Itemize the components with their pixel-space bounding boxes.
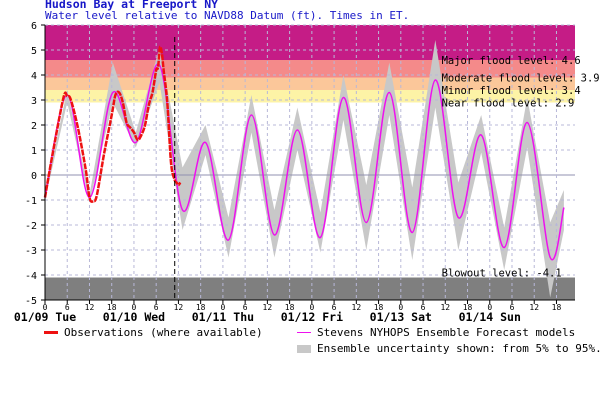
hour-tick-label: 0 [43,303,48,312]
hour-tick-label: 6 [510,303,515,312]
threshold-label: Major flood level: 4.6 [442,55,581,67]
y-tick-label: 3 [31,96,37,107]
y-tick-label: 5 [31,46,37,57]
hour-tick-label: 12 [85,303,95,312]
threshold-label: Minor flood level: 3.4 [442,85,581,97]
hour-tick-label: 12 [263,303,273,312]
hour-tick-label: 18 [107,303,117,312]
y-tick-label: -2 [25,221,37,232]
major-flood-band [45,25,575,60]
day-label: 01/11 Thu [192,310,254,324]
page-title: Hudson Bay at Freeport NY [45,0,219,11]
hour-tick-label: 18 [374,303,384,312]
page-subtitle: Water level relative to NAVD88 Datum (ft… [45,9,410,22]
observations-legend-swatch [44,331,58,334]
uncertainty-legend-swatch [297,345,311,353]
day-label: 01/14 Sun [459,310,521,324]
hour-tick-label: 6 [65,303,70,312]
hour-tick-label: 0 [398,303,403,312]
uncertainty-legend-label: Ensemble uncertainty shown: from 5% to 9… [317,342,600,355]
day-label: 01/13 Sat [370,310,432,324]
hour-tick-label: 12 [529,303,539,312]
hour-tick-label: 12 [440,303,450,312]
threshold-label: Near flood level: 2.9 [442,98,575,110]
day-label: 01/10 Wed [103,310,165,324]
hour-tick-label: 12 [174,303,184,312]
y-tick-label: -5 [25,296,37,307]
hour-tick-label: 18 [552,303,562,312]
hour-tick-label: 0 [487,303,492,312]
day-label: 01/09 Tue [14,310,76,324]
hour-tick-label: 18 [285,303,295,312]
hour-tick-label: 18 [196,303,206,312]
blowout-band [45,277,575,300]
hour-tick-label: 0 [309,303,314,312]
hour-tick-label: 18 [463,303,473,312]
y-tick-label: 1 [31,146,37,157]
threshold-label: Moderate flood level: 3.9 [442,73,600,85]
hour-tick-label: 6 [243,303,248,312]
forecast-legend-swatch [297,332,311,333]
series-lines [43,37,565,300]
observation-series-line [43,45,182,203]
uncertainty-band [45,40,564,298]
y-tick-label: -1 [25,196,37,207]
day-label: 01/12 Fri [281,310,343,324]
uncertainty-envelope [45,40,564,298]
y-tick-label: 2 [31,121,37,132]
observations-legend-label: Observations (where available) [64,326,263,339]
hour-tick-label: 0 [220,303,225,312]
y-tick-label: -3 [25,246,37,257]
hour-tick-label: 6 [332,303,337,312]
hour-tick-label: 6 [421,303,426,312]
hour-tick-label: 0 [132,303,137,312]
y-tick-label: -4 [25,271,37,282]
y-tick-label: 0 [31,171,37,182]
moderate-flood-band [45,60,575,78]
y-tick-label: 6 [31,21,37,32]
y-tick-label: 4 [31,71,37,82]
hour-tick-label: 6 [154,303,159,312]
hour-tick-label: 12 [352,303,362,312]
forecast-legend-label: Stevens NYHOPS Ensemble Forecast models [317,326,576,339]
threshold-label: Blowout level: -4.1 [442,268,562,280]
chart-axes [41,24,575,304]
